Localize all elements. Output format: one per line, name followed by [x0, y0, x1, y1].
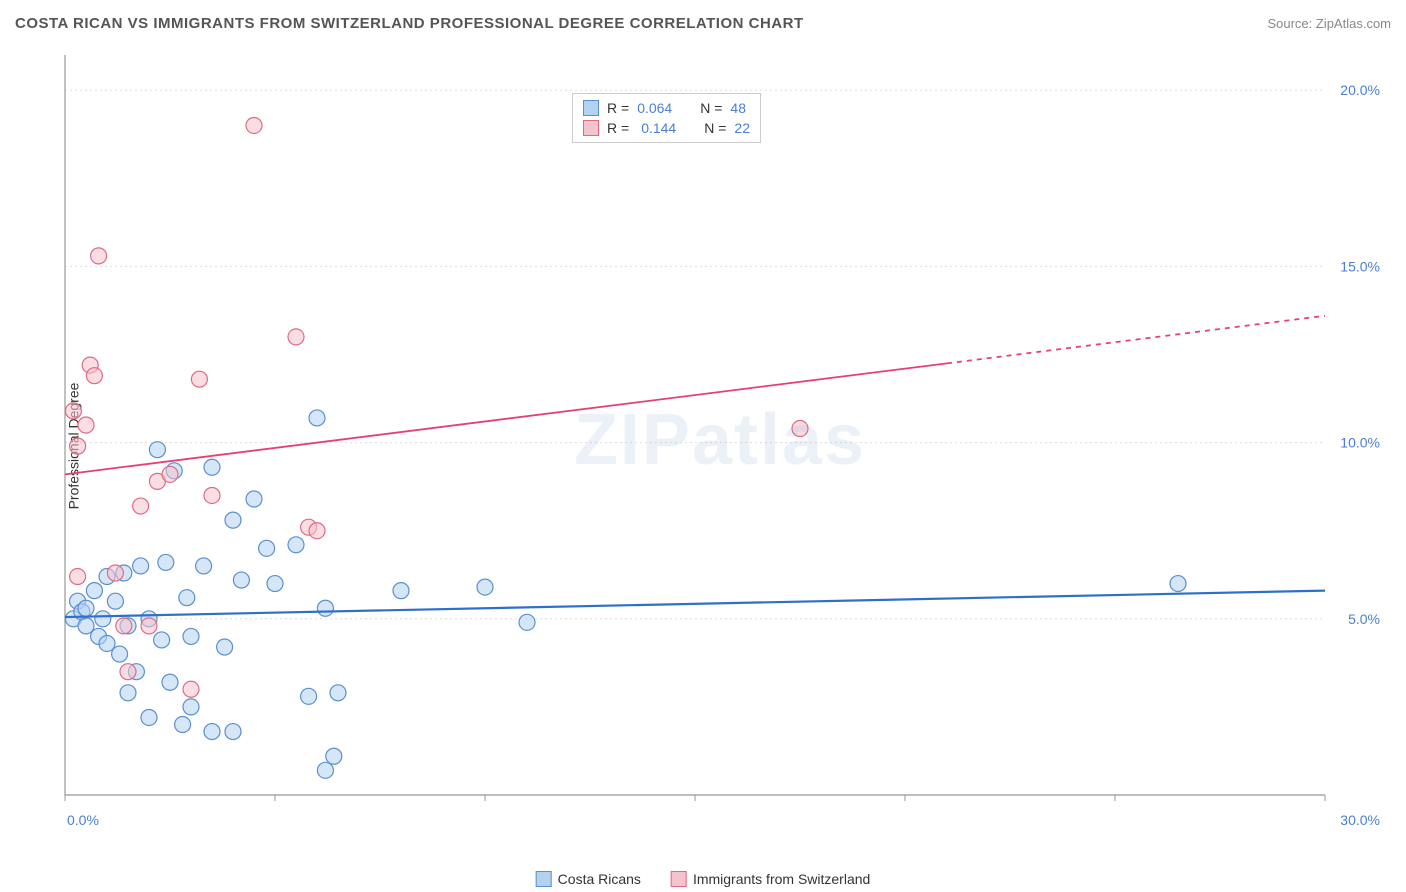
scatter-plot: 5.0% 10.0% 15.0% 20.0% 0.0% 30.0%	[55, 45, 1385, 835]
source-label: Source: ZipAtlas.com	[1267, 16, 1391, 31]
swatch-icon	[583, 100, 599, 116]
legend-label: Costa Ricans	[558, 871, 641, 887]
chart-area: 5.0%10.0%15.0%20.0%0.0%30.0% ZIPatlas R …	[55, 45, 1385, 835]
legend-label: Immigrants from Switzerland	[693, 871, 870, 887]
svg-text:0.0%: 0.0%	[67, 812, 99, 828]
stats-box: R = 0.064 N = 48 R = 0.144 N = 22	[572, 93, 761, 143]
swatch-icon	[536, 871, 552, 887]
svg-text:5.0%: 5.0%	[1348, 611, 1380, 627]
swatch-icon	[671, 871, 687, 887]
swatch-icon	[583, 120, 599, 136]
chart-title: COSTA RICAN VS IMMIGRANTS FROM SWITZERLA…	[15, 15, 804, 32]
svg-text:15.0%: 15.0%	[1340, 258, 1380, 274]
stats-row: R = 0.144 N = 22	[583, 118, 750, 138]
header: COSTA RICAN VS IMMIGRANTS FROM SWITZERLA…	[15, 15, 1391, 32]
stats-row: R = 0.064 N = 48	[583, 98, 750, 118]
svg-text:30.0%: 30.0%	[1340, 812, 1380, 828]
legend-item: Immigrants from Switzerland	[671, 871, 870, 887]
legend: Costa Ricans Immigrants from Switzerland	[536, 871, 871, 887]
svg-text:20.0%: 20.0%	[1340, 82, 1380, 98]
legend-item: Costa Ricans	[536, 871, 641, 887]
svg-text:10.0%: 10.0%	[1340, 435, 1380, 451]
